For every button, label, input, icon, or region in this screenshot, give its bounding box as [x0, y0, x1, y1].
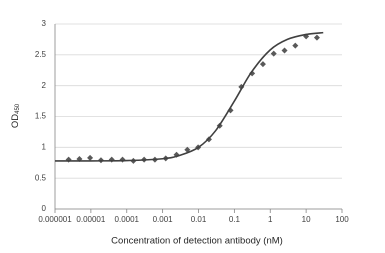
data-point — [65, 156, 72, 163]
data-point — [270, 50, 277, 57]
x-tick-label: 0.001 — [153, 215, 174, 224]
x-tick-label: 0.0001 — [115, 215, 140, 224]
data-point — [108, 156, 115, 163]
x-tick-label: 10 — [302, 215, 311, 224]
y-tick-label: 2.5 — [35, 50, 47, 59]
data-point — [292, 42, 299, 49]
y-tick-label: 0.5 — [35, 173, 47, 182]
x-axis-label: Concentration of detection antibody (nM) — [111, 236, 283, 247]
data-point — [313, 34, 320, 41]
y-tick-label: 1 — [42, 142, 47, 151]
y-axis-label-sub: 450 — [15, 103, 21, 114]
y-tick-label: 0 — [42, 204, 47, 213]
fit-curve — [54, 31, 324, 162]
x-tick-label: 0.01 — [191, 215, 207, 224]
data-point — [259, 61, 266, 68]
data-point — [184, 146, 191, 153]
y-axis-label: OD450 — [10, 103, 21, 128]
x-tick-label: 0.00001 — [76, 215, 105, 224]
x-tick-label: 0.1 — [229, 215, 241, 224]
x-tick-label: 1 — [268, 215, 273, 224]
data-point — [119, 156, 126, 163]
x-tick-label: 0.000001 — [38, 215, 72, 224]
y-tick-label: 3 — [42, 19, 47, 28]
data-point — [87, 154, 94, 161]
x-tick-label: 100 — [335, 215, 349, 224]
y-axis-label-main: OD — [10, 114, 21, 128]
data-point — [281, 47, 288, 54]
y-tick-label: 2 — [42, 81, 47, 90]
y-tick-label: 1.5 — [35, 112, 47, 121]
data-point — [249, 70, 256, 77]
